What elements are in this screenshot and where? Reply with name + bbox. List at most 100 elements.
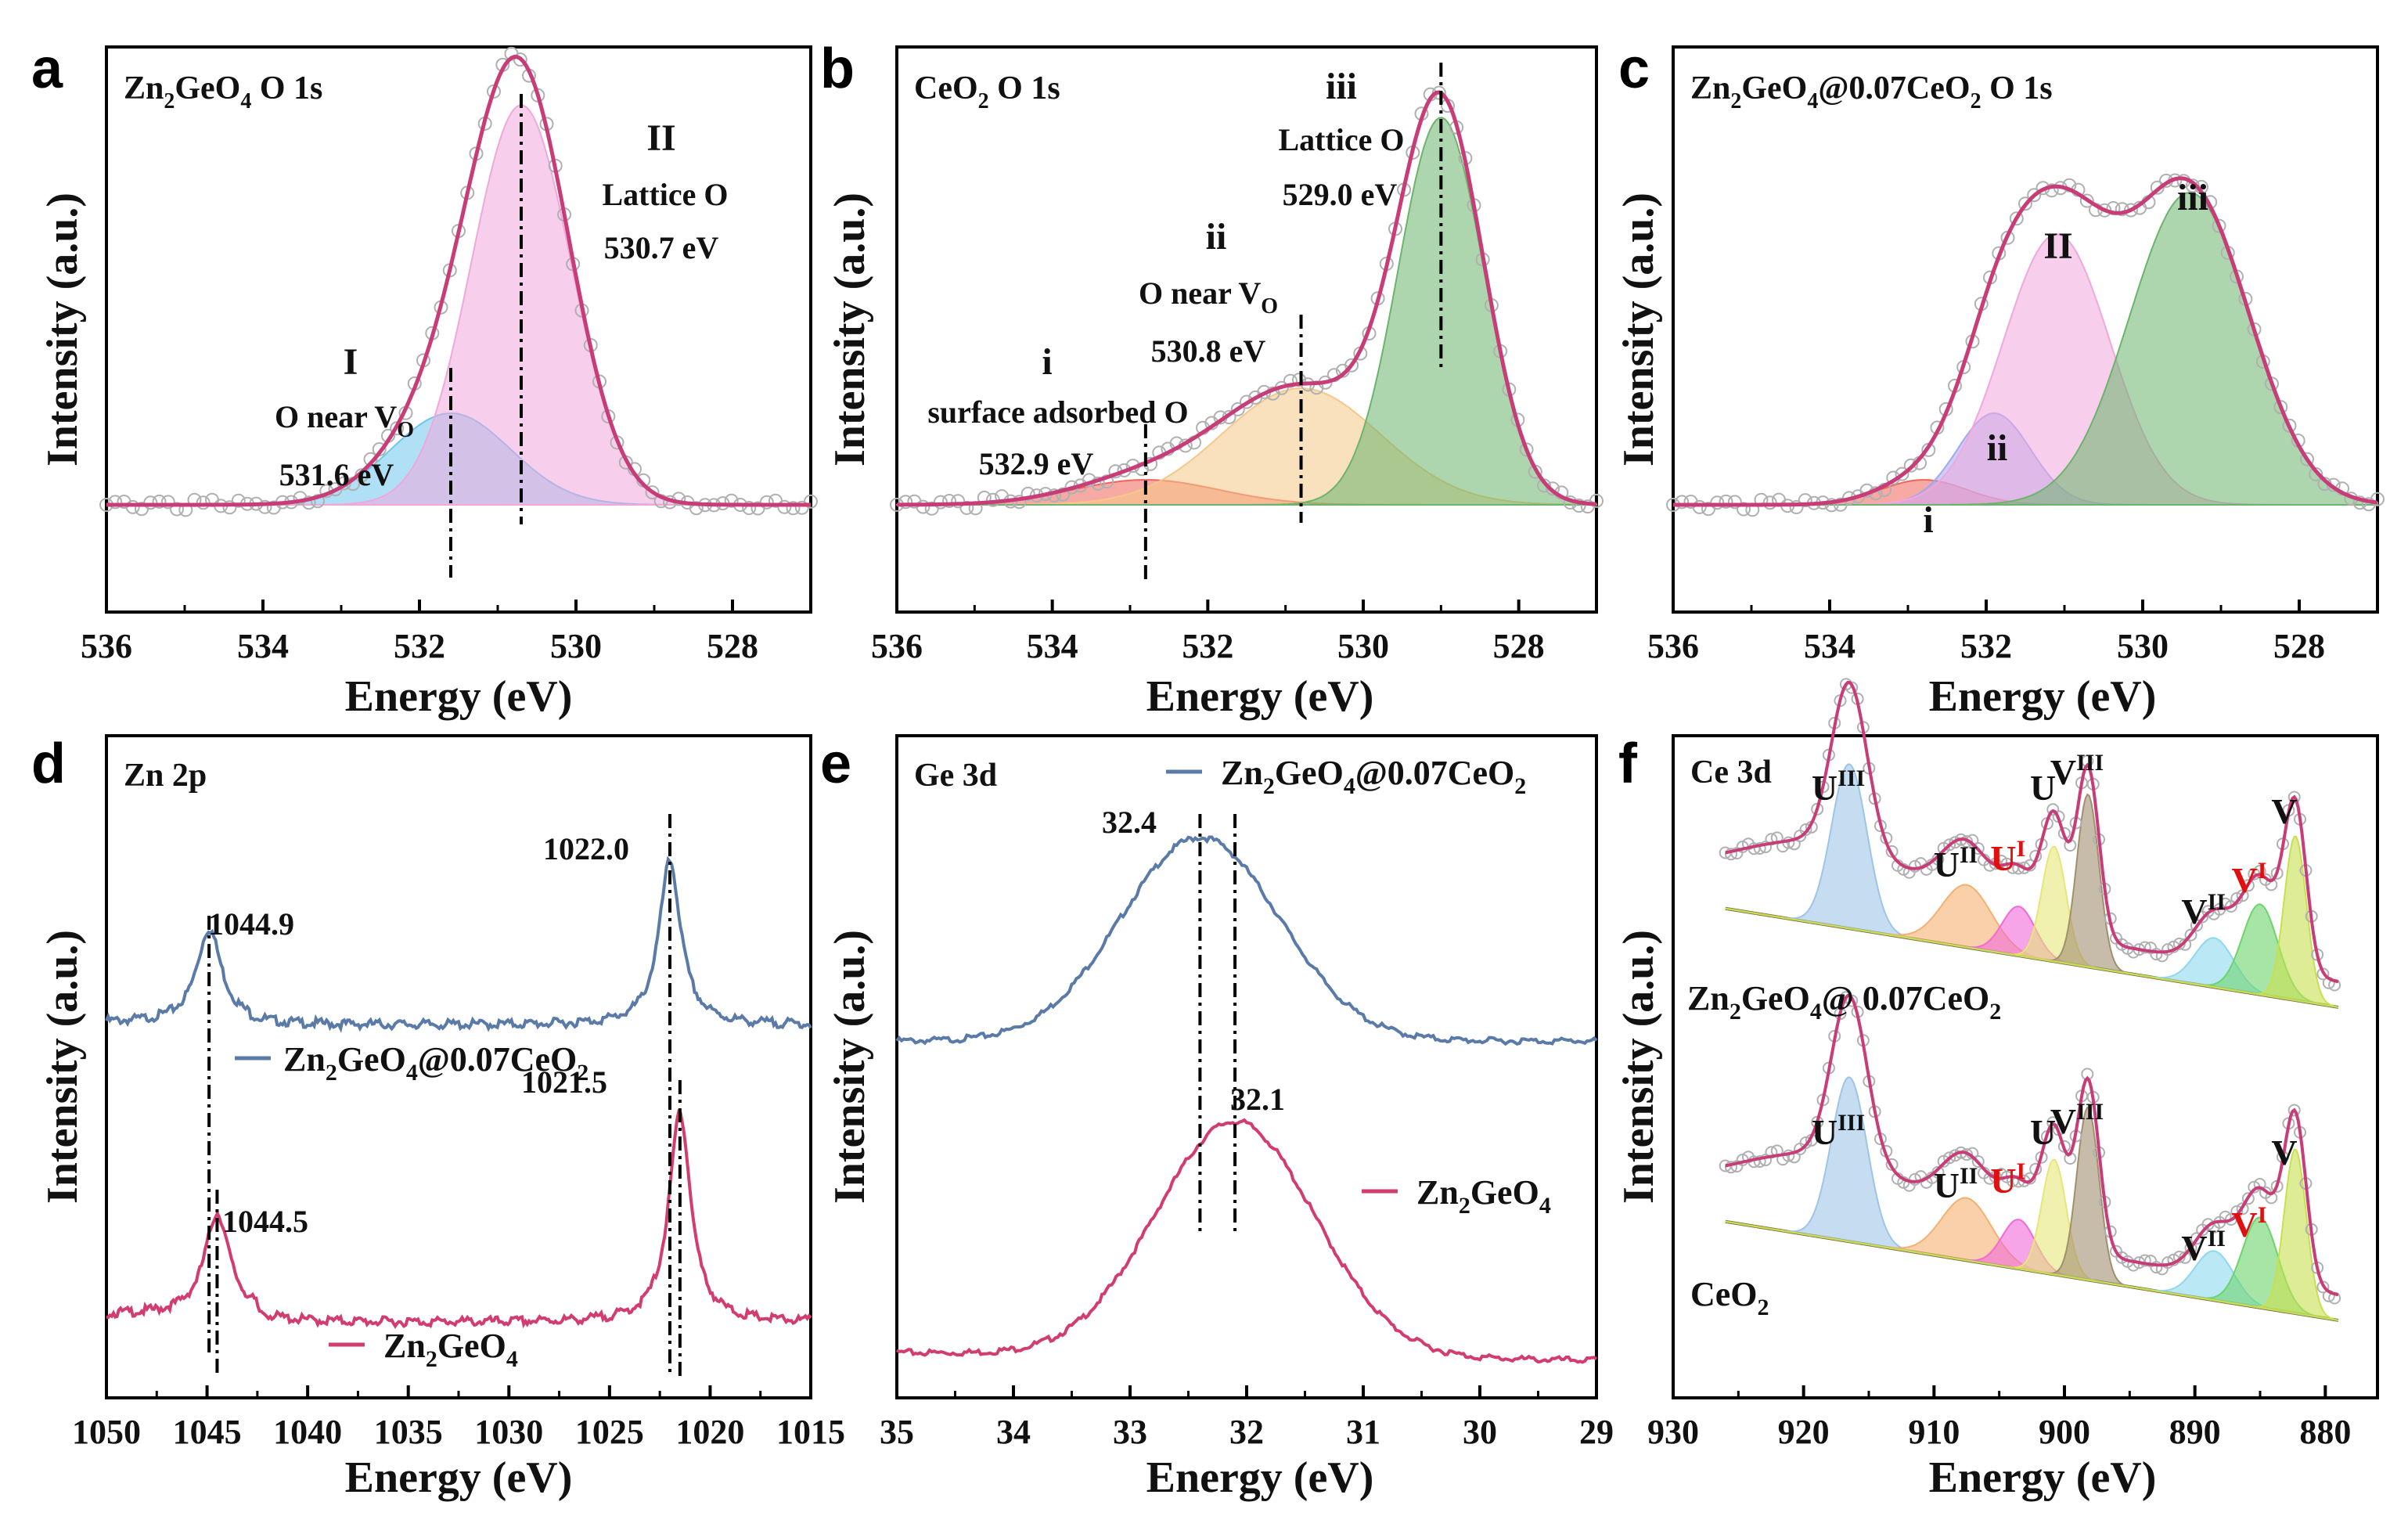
xtick-label-d-0: 1050	[72, 1413, 141, 1451]
xtick-label-b-0: 536	[871, 627, 923, 665]
xtick-label-f-0: 930	[1647, 1413, 1699, 1451]
marker-b	[1056, 487, 1071, 502]
plot-area-f: 930 920 910 900 890 880	[1647, 678, 2351, 1451]
marker-c	[2282, 418, 2297, 433]
marker-a	[143, 495, 158, 510]
marker-c	[2212, 218, 2226, 233]
peak-roman-c-i: i	[1923, 499, 1933, 541]
marker-a	[724, 493, 739, 508]
marker-c	[1798, 493, 1812, 508]
marker-b	[1292, 373, 1306, 387]
marker-c	[2062, 178, 2077, 193]
xtick-label-e-0: 35	[880, 1413, 914, 1451]
xtick-label-e-3: 32	[1229, 1413, 1264, 1451]
panel-e: e 35 34 33 32 31 30 29 Ge 3d Zn2GeO4@0.07CeO2 …	[820, 733, 1614, 1502]
peak-label-d-1: 1022.0	[543, 831, 629, 866]
xtick-label-e-1: 34	[996, 1413, 1031, 1451]
peak-roman-c-iii: iii	[2177, 177, 2208, 218]
marker-f	[2241, 879, 2255, 892]
peak-energy-b-iii: 529.0 eV	[1283, 177, 1398, 212]
marker-c	[1762, 495, 1777, 510]
marker-f	[2190, 1232, 2203, 1245]
marker-b	[1283, 373, 1298, 388]
peak-name-b-iii: Lattice O	[1278, 122, 1404, 157]
marker-f	[2138, 1254, 2151, 1267]
peak-label-f-1-2: UI	[1990, 1158, 2025, 1201]
xtick-label-d-1: 1045	[173, 1413, 242, 1451]
component-a-1	[106, 104, 811, 506]
xtick-label-d-4: 1030	[474, 1413, 543, 1451]
plot-area-e: 35 34 33 32 31 30 29	[880, 814, 1614, 1451]
marker-f	[1960, 835, 1974, 848]
marker-c	[2009, 211, 2024, 226]
fit-envelope-f-1	[1725, 993, 2339, 1297]
peak-label-f-1-7: V	[2271, 1133, 2297, 1172]
marker-f	[1960, 1148, 1974, 1161]
legend-label-e-1: Zn2GeO4	[1416, 1173, 1551, 1219]
marker-f	[2127, 945, 2140, 959]
xlabel-e: Energy (eV)	[1146, 1453, 1374, 1502]
peak-name-a-I: O near VO	[275, 399, 414, 442]
marker-f	[1971, 842, 1985, 855]
plot-area-a: 536 534 532 530 528	[81, 46, 818, 665]
panel-letter-d: d	[31, 733, 66, 795]
plot-area-b: 536 534 532 530 528	[871, 63, 1604, 665]
marker-f	[1725, 1161, 1737, 1174]
marker-f	[2224, 900, 2237, 913]
plot-frame-b	[895, 45, 1598, 614]
title-e: Ge 3d	[914, 758, 997, 794]
fit-envelope-b	[897, 90, 1597, 507]
marker-c	[2124, 203, 2138, 218]
peak-label-f-0-3: U	[2030, 768, 2056, 808]
panel-a: a 536 534 532 530 528 Zn2GeO4 O 1s II Lattic…	[31, 38, 818, 721]
marker-f	[2224, 1213, 2237, 1226]
peak-energy-a-II: 530.7 eV	[604, 230, 719, 265]
peak-label-f-1-3: U	[2030, 1112, 2056, 1152]
series-line-d-1	[106, 1108, 812, 1329]
peak-roman-a-II: II	[646, 117, 675, 159]
plot-frame-c	[1672, 45, 2379, 614]
peak-label-f-0-5: VII	[2181, 889, 2226, 931]
marker-f	[1943, 1151, 1956, 1165]
legend-label-d-0: Zn2GeO4@0.07CeO2	[283, 1040, 589, 1086]
fit-envelope-a	[106, 54, 811, 507]
component-c-3	[1673, 191, 2378, 506]
ylabel-b: Intensity (a.u.)	[826, 193, 874, 466]
peak-energy-b-i: 532.9 eV	[979, 446, 1094, 481]
xtick-label-a-4: 528	[707, 627, 758, 665]
peak-energy-a-I: 531.6 eV	[279, 457, 394, 492]
panel-c: c 536 534 532 530 528 Zn2GeO4@0.07CeO2 O 1s …	[1614, 38, 2385, 721]
marker-c	[2370, 492, 2385, 506]
xtick-label-a-3: 530	[550, 627, 602, 665]
marker-f	[2023, 859, 2036, 872]
panel-f: f 930 920 910 900 890 880 Ce 3d Zn2GeO4@ 0.07…	[1614, 678, 2379, 1502]
xtick-label-f-3: 900	[2039, 1413, 2090, 1451]
component-f-0-7	[1725, 835, 2339, 1008]
marker-a	[108, 495, 123, 510]
marker-c	[2018, 196, 2032, 211]
marker-b	[1589, 493, 1604, 508]
xtick-label-e-2: 33	[1113, 1413, 1147, 1451]
marker-b	[1571, 499, 1586, 513]
xlabel-b: Energy (eV)	[1146, 672, 1374, 721]
marker-f	[2150, 948, 2163, 961]
panel-letter-a: a	[31, 38, 63, 100]
peak-label-d-2: 1044.5	[222, 1204, 308, 1239]
marker-f	[2287, 791, 2301, 804]
title-f: Ce 3d	[1690, 754, 1772, 791]
xtick-label-b-4: 528	[1493, 627, 1545, 665]
xtick-label-f-2: 910	[1908, 1413, 1960, 1451]
fit-envelope-f-0	[1725, 680, 2339, 984]
xtick-label-e-6: 29	[1579, 1413, 1614, 1451]
xtick-label-f-4: 890	[2169, 1413, 2221, 1451]
marker-f	[2184, 928, 2197, 942]
ylabel-c: Intensity (a.u.)	[1614, 193, 1663, 466]
xtick-label-c-1: 534	[1804, 627, 1855, 665]
xtick-label-b-2: 532	[1182, 627, 1233, 665]
xlabel-a: Energy (eV)	[345, 672, 573, 721]
marker-a	[231, 493, 246, 508]
marker-b	[933, 495, 948, 510]
marker-c	[1903, 458, 1918, 473]
xtick-label-d-3: 1035	[374, 1413, 443, 1451]
